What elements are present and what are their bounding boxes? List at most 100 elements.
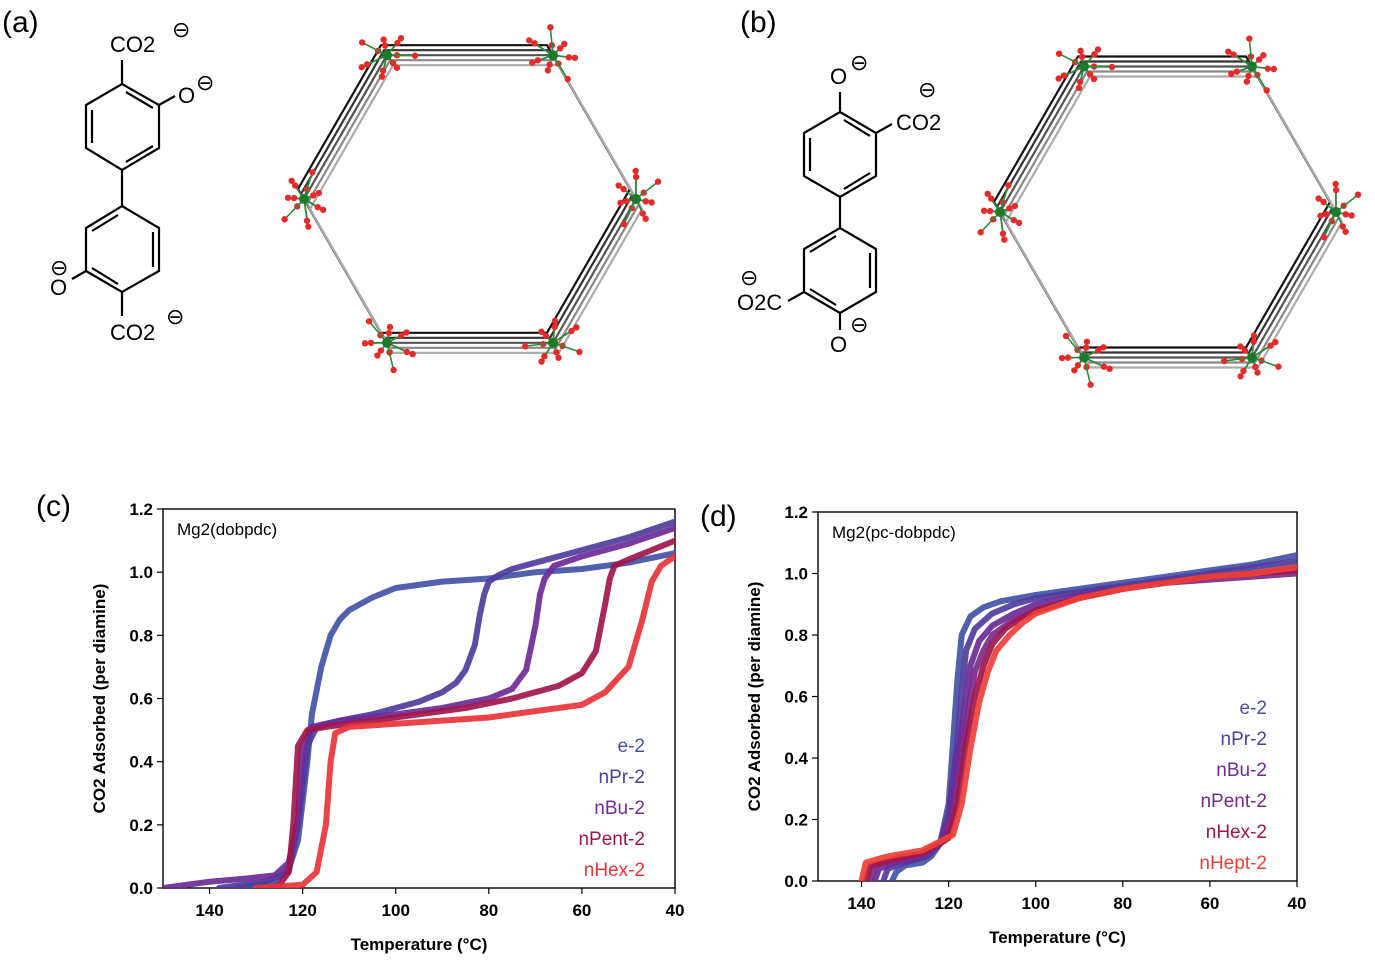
molecule-a-top-carboxylate: CO2	[110, 32, 155, 57]
framework-a-hexagonal-pore	[281, 24, 662, 374]
oxygen-atom	[314, 203, 321, 211]
x-tick-label: 100	[1022, 894, 1050, 913]
oxygen-atom	[1076, 78, 1084, 86]
y-tick-label: 1.0	[784, 565, 808, 584]
y-tick-label: 1.2	[784, 503, 808, 522]
oxygen-atom	[1254, 369, 1261, 376]
oxygen-atom	[571, 54, 579, 62]
oxygen-atom	[389, 59, 397, 67]
oxygen-atom	[363, 61, 371, 68]
oxygen-atom	[980, 207, 988, 214]
x-axis-label: Temperature (°C)	[989, 928, 1126, 947]
oxygen-atom	[1240, 367, 1247, 375]
oxygen-atom	[551, 317, 559, 325]
framework-chain	[308, 64, 644, 354]
oxygen-atom	[623, 198, 630, 205]
oxygen-atom	[1267, 342, 1274, 349]
molecule-a-bottom-carboxylate: CO2	[110, 320, 155, 345]
oxygen-atom	[534, 57, 542, 64]
oxygen-atom	[553, 348, 560, 356]
oxygen-atom	[1320, 234, 1328, 241]
chart-title: Mg2(pc-dobpdc)	[832, 523, 956, 542]
oxygen-atom	[557, 45, 564, 52]
y-tick-label: 0.0	[784, 872, 808, 891]
oxygen-atom	[1263, 87, 1270, 94]
oxygen-atom	[1083, 338, 1091, 345]
y-tick-label: 1.2	[129, 500, 153, 519]
magnesium-atom	[1079, 352, 1089, 363]
molecule-a-bottom-charge: ⊖	[166, 304, 184, 329]
oxygen-atom	[1275, 363, 1282, 370]
legend-entry: nPr-2	[599, 767, 645, 788]
oxygen-atom	[654, 178, 662, 185]
x-tick-label: 60	[1200, 894, 1219, 913]
oxygen-atom	[284, 194, 292, 201]
series-layer	[858, 552, 1297, 881]
oxygen-atom	[1006, 205, 1013, 212]
magnesium-atom	[548, 337, 558, 348]
oxygen-atom	[1060, 72, 1068, 79]
oxygen-atom	[1055, 50, 1063, 57]
series-line-nHex-2	[253, 553, 675, 888]
oxygen-atom	[642, 198, 649, 205]
oxygen-atom	[1010, 216, 1017, 224]
oxygen-atom	[568, 327, 575, 335]
oxygen-atom	[529, 59, 536, 66]
oxygen-atom	[538, 358, 545, 365]
oxygen-atom	[1315, 195, 1322, 202]
oxygen-atom	[381, 42, 389, 49]
oxygen-atom	[1075, 84, 1083, 92]
oxygen-atom	[1077, 47, 1084, 55]
oxygen-atom	[615, 182, 622, 189]
framework-b-hexagonal-pore	[977, 35, 1362, 388]
y-tick-label: 0.6	[784, 688, 808, 707]
oxygen-atom	[551, 323, 558, 331]
legend-entry: nHex-2	[1206, 822, 1267, 843]
panel-label-c: (c)	[36, 490, 71, 523]
oxygen-atom	[565, 54, 573, 61]
legend-entry: nBu-2	[1216, 760, 1267, 781]
oxygen-atom	[1246, 35, 1253, 42]
framework-chain	[1001, 70, 1341, 364]
oxygen-atom	[1062, 332, 1070, 340]
y-tick-label: 1.0	[129, 563, 153, 582]
oxygen-atom	[986, 207, 994, 215]
oxygen-atom	[620, 185, 627, 193]
x-tick-label: 60	[572, 901, 591, 920]
chart-d-mg2-pc-dobpdc: 140 120 100 80 60 40 0.0 0.2 0.4 0.6 0.8 1.0 1.2 Temp…	[745, 503, 1306, 947]
x-tick-label: 80	[1113, 894, 1132, 913]
oxygen-atom	[374, 352, 381, 359]
oxygen-atom	[1011, 202, 1019, 210]
oxygen-atom	[358, 39, 366, 46]
oxygen-atom	[1106, 365, 1113, 373]
oxygen-atom	[403, 329, 410, 336]
oxygen-atom	[1245, 72, 1252, 80]
oxygen-atom	[1342, 228, 1349, 235]
oxygen-atom	[403, 348, 411, 356]
magnesium-atom	[382, 337, 392, 348]
y-tick-label: 0.2	[129, 816, 153, 835]
magnesium-atom	[1079, 61, 1089, 72]
x-tick-label: 120	[934, 894, 962, 913]
oxygen-atom	[522, 343, 529, 350]
oxygen-atom	[1064, 354, 1072, 361]
magnesium-atom	[382, 50, 392, 61]
oxygen-atom	[1015, 219, 1023, 227]
molecule-a-right-oxygen: O	[178, 83, 195, 108]
oxygen-atom	[1241, 347, 1249, 354]
oxygen-atom	[411, 52, 419, 59]
x-tick-label: 40	[666, 901, 685, 920]
oxygen-atom	[1342, 211, 1349, 218]
panel-label-a: (a)	[2, 6, 39, 39]
x-tick-label: 140	[847, 894, 875, 913]
oxygen-atom	[1332, 180, 1339, 188]
oxygen-atom	[576, 348, 583, 356]
x-axis-label: Temperature (°C)	[351, 935, 488, 954]
oxygen-atom	[1272, 338, 1279, 346]
oxygen-atom	[1354, 191, 1362, 198]
oxygen-atom	[305, 223, 312, 230]
magnesium-atom	[1247, 61, 1257, 72]
oxygen-atom	[1250, 332, 1258, 339]
molecule-b-right-carboxylate: CO2	[896, 110, 941, 135]
framework-chain	[299, 49, 635, 339]
